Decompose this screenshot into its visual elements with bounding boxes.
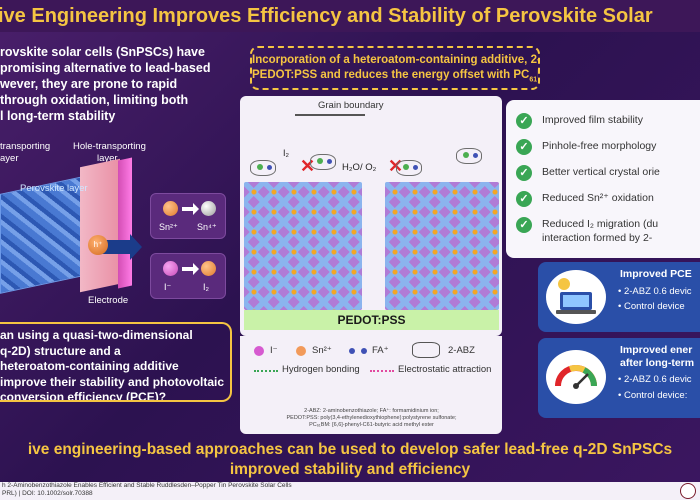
hole-symbol: h⁺	[88, 235, 108, 255]
etl-label-2: ayer	[0, 153, 19, 164]
energy-heading-2: after long-term	[620, 357, 695, 369]
center-headline: Incorporation of a heteroatom-containing…	[250, 46, 540, 90]
pedot-layer: PEDOT:PSS	[244, 310, 499, 330]
intro-text: rovskite solar cells (SnPSCs) have promi…	[0, 44, 230, 164]
legend-hbond: Hydrogen bonding	[282, 364, 360, 375]
gauge-icon	[546, 350, 606, 404]
pce-line: • Control device	[618, 301, 685, 312]
legend-iodide: I⁻	[270, 345, 278, 356]
conclusion: ive engineering-based approaches can be …	[0, 440, 700, 482]
electrostatic-swatch	[370, 370, 394, 372]
question-line: conversion efficiency (PCE)?	[0, 390, 167, 402]
feature-item: ✓ Reduced I₂ migration (du interaction for…	[516, 216, 700, 256]
check-icon: ✓	[516, 139, 532, 155]
legend-tin: Sn²⁺	[312, 345, 332, 356]
headline-line-1: Incorporation of a heteroatom-containing…	[252, 54, 538, 66]
hbond-swatch	[254, 370, 278, 372]
feature-item: ✓ Reduced Sn²⁺ oxidation	[516, 190, 700, 218]
university-seal-icon	[680, 483, 696, 499]
question-line: an using a quasi-two-dimensional	[0, 328, 193, 342]
energy-heading: Improved ener	[620, 344, 693, 356]
htl-label-2: layer	[97, 153, 118, 164]
hole-transport-layer	[80, 158, 120, 293]
citation-doi: PRL) | DOI: 10.1002/solr.70388	[2, 490, 93, 497]
legend-electrostatic: Electrostatic attraction	[398, 364, 492, 375]
feature-list: ✓ Improved film stability ✓ Pinhole-free m…	[506, 100, 700, 258]
grain-boundary-line	[295, 114, 365, 116]
sn4-ball	[201, 201, 216, 216]
sn4-label: Sn⁴⁺	[197, 222, 217, 232]
footnote: PEDOT:PSS: poly(3,4-ethylenedioxythiophe…	[286, 415, 457, 421]
conclusion-line-2: improved stability and efficiency	[229, 461, 471, 478]
electrode-layer	[118, 157, 132, 289]
pce-box: Improved PCE • 2-ABZ 0.6 devic • Control…	[538, 262, 700, 332]
legend: I⁻ Sn²⁺ FA⁺ 2-ABZ Hydrogen bonding Elect…	[240, 336, 502, 434]
iodide-swatch	[254, 346, 264, 356]
htl-label: Hole-transporting	[73, 141, 146, 152]
arrow-icon	[182, 263, 199, 275]
iodide-ball	[163, 261, 178, 276]
etl-label: transporting	[0, 141, 51, 152]
device-schematic: transporting ayer Hole-transporting laye…	[0, 135, 230, 306]
energy-box: Improved ener after long-term • 2-ABZ 0.…	[538, 338, 700, 418]
iodide-label: I⁻	[164, 282, 172, 292]
intro-line: l long-term stability	[0, 109, 116, 123]
abz-molecule	[250, 160, 276, 176]
headline-line-2: PEDOT:PSS and reduces the energy offset …	[252, 69, 538, 84]
abz-swatch	[412, 342, 440, 358]
question-line: q-2D) structure and a	[0, 343, 121, 358]
check-icon: ✓	[516, 191, 532, 207]
footnotes: 2-ABZ: 2-aminobenzothiazole; FA⁺: formam…	[244, 408, 499, 429]
pce-heading: Improved PCE	[620, 268, 692, 280]
iodine-label: I₂	[203, 282, 209, 292]
research-question: an using a quasi-two-dimensional q-2D) s…	[0, 322, 232, 402]
abz-molecule	[456, 148, 482, 164]
feature-item: ✓ Improved film stability	[516, 112, 700, 140]
footnote: PC₆₁BM: [6,6]-phenyl-C61-butyric acid me…	[309, 422, 434, 428]
arrow-icon	[182, 203, 199, 215]
check-icon: ✓	[516, 217, 532, 233]
sn-oxidation-box: Sn²⁺ Sn⁴⁺	[150, 193, 226, 239]
question-line: heteroatom-containing additive	[0, 359, 179, 373]
sn2-label: Sn²⁺	[159, 222, 178, 232]
intro-line: wever, they are prone to rapid	[0, 77, 178, 91]
perovskite-crystal-left	[244, 182, 362, 310]
electrode-label: Electrode	[88, 295, 129, 306]
citation-title: h 2-Aminobenzothiazole Enables Efficient…	[2, 482, 292, 489]
legend-abz: 2-ABZ	[448, 345, 475, 356]
perovskite-label: Perovskite layer	[20, 183, 88, 194]
check-icon: ✓	[516, 165, 532, 181]
i2-label: I₂	[283, 148, 289, 158]
energy-line: • Control device:	[618, 390, 688, 401]
footnote: 2-ABZ: 2-aminobenzothiazole; FA⁺: formam…	[304, 408, 439, 414]
conclusion-line-1: ive engineering-based approaches can be …	[27, 441, 673, 458]
sn2-ball	[163, 201, 178, 216]
feature-item: ✓ Pinhole-free morphology	[516, 138, 700, 166]
page-title: ive Engineering Improves Efficiency and …	[0, 0, 700, 32]
laptop-solar-icon	[546, 270, 606, 324]
grain-boundary-label: Grain boundary	[318, 100, 384, 111]
h2o-o2-label: H₂O/ O₂	[342, 162, 377, 173]
check-icon: ✓	[516, 113, 532, 129]
abz-molecule	[396, 160, 422, 176]
pce-line: • 2-ABZ 0.6 devic	[618, 286, 692, 297]
question-line: improve their stability and photovoltaic	[0, 374, 225, 389]
feature-item: ✓ Better vertical crystal orie	[516, 164, 700, 192]
tin-swatch	[296, 346, 306, 356]
additive-molecules	[246, 146, 496, 180]
legend-fa: FA⁺	[372, 345, 389, 356]
iodine-ball	[201, 261, 216, 276]
intro-line: promising alternative to lead-based	[0, 61, 211, 75]
intro-line: rovskite solar cells (SnPSCs) have	[0, 45, 205, 59]
perovskite-crystal-right	[385, 182, 499, 310]
footer: h 2-Aminobenzothiazole Enables Efficient…	[0, 482, 700, 500]
iodide-oxidation-box: I⁻ I₂	[150, 253, 226, 299]
energy-line: • 2-ABZ 0.6 devic	[618, 374, 692, 385]
intro-line: through oxidation, limiting both	[0, 93, 189, 107]
fa-swatch	[348, 346, 368, 356]
abz-molecule	[310, 154, 336, 170]
